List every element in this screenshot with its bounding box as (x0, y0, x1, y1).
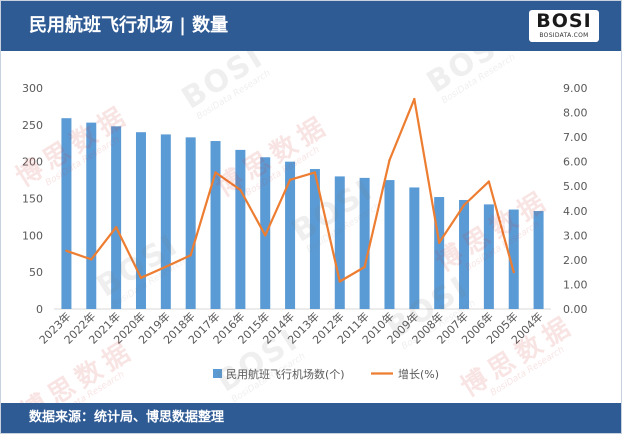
y-right-tick-label: 2.00 (563, 254, 588, 267)
growth-point (487, 180, 491, 183)
airport-count-bar (459, 199, 470, 309)
y-right-tick-label: 5.00 (563, 180, 588, 193)
airport-count-bar (483, 204, 494, 309)
growth-point (512, 270, 515, 274)
growth-point (90, 258, 93, 261)
legend: 民用航班飞行机场数(个) 增长(%) (213, 367, 439, 381)
legend-bar-swatch (213, 369, 222, 378)
growth-point (164, 265, 168, 268)
y-left-tick-label: 200 (22, 156, 43, 169)
y-right-tick-label: 6.00 (563, 156, 588, 169)
airport-count-bar (185, 137, 196, 309)
growth-point (214, 171, 217, 174)
airport-count-bar (111, 126, 122, 309)
y-right-tick-label: 0.00 (563, 303, 588, 316)
growth-point (462, 203, 466, 207)
airport-count-bar (61, 118, 72, 309)
y-left-tick-label: 250 (22, 119, 43, 132)
growth-point (363, 265, 366, 269)
growth-point (288, 178, 292, 182)
y-left-tick-label: 150 (22, 193, 43, 206)
growth-point (313, 171, 317, 174)
y-right-tick-label: 8.00 (563, 107, 588, 120)
growth-point (239, 188, 242, 192)
y-left-tick-label: 100 (22, 229, 43, 242)
y-right-tick-label: 9.00 (563, 82, 588, 95)
data-source: 数据来源：统计局、博思数据整理 (29, 410, 225, 425)
footer-bar: 数据来源：统计局、博思数据整理 (1, 403, 621, 433)
airport-count-bar (334, 176, 345, 309)
airport-count-bar (135, 132, 146, 309)
airport-count-bar (210, 141, 221, 309)
y-right-tick-label: 7.00 (563, 131, 588, 144)
y-right-tick-label: 1.00 (563, 278, 588, 291)
growth-point (338, 280, 341, 283)
growth-point (139, 276, 143, 280)
y-left-tick-label: 50 (29, 266, 43, 279)
growth-point (189, 254, 192, 257)
header-bar: 民用航班飞行机场 | 数量 BOSI BOSIDATA.COM (1, 1, 621, 51)
airport-count-bar (409, 187, 420, 309)
airport-count-bar (285, 161, 296, 309)
airport-count-bar (160, 134, 171, 309)
growth-point (114, 226, 118, 229)
y-left-tick-label: 300 (22, 82, 43, 95)
growth-point (413, 97, 416, 101)
growth-point (264, 234, 267, 237)
legend-line-label: 增长(%) (398, 367, 439, 381)
y-right-tick-label: 4.00 (563, 205, 588, 218)
airport-count-bar (434, 197, 445, 309)
growth-point (388, 158, 391, 162)
bosi-logo: BOSI BOSIDATA.COM (529, 10, 599, 42)
y-left-tick-label: 0 (36, 303, 43, 316)
legend-bar-label: 民用航班飞行机场数(个) (226, 367, 345, 381)
growth-point (437, 241, 441, 244)
airport-count-bar (533, 211, 544, 309)
airport-count-bar (235, 149, 246, 309)
airport-count-bar (86, 122, 97, 309)
logo-mark: BOSI (536, 10, 592, 32)
airport-count-bar (508, 209, 519, 309)
page-title: 民用航班飞行机场 | 数量 (29, 15, 229, 36)
growth-point (65, 249, 68, 253)
airport-count-bar (359, 177, 370, 309)
airport-count-bar (309, 169, 320, 309)
y-right-tick-label: 3.00 (563, 229, 588, 242)
logo-site: BOSIDATA.COM (539, 32, 589, 39)
airport-count-bar (384, 180, 395, 309)
